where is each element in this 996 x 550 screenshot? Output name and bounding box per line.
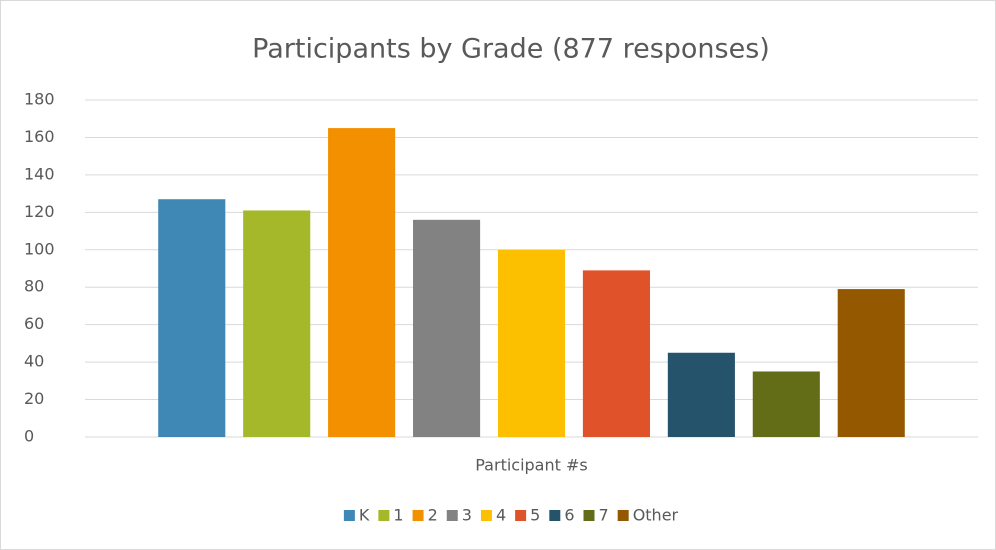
legend-label: 3 (462, 506, 472, 525)
legend-swatch (583, 510, 595, 521)
legend-label: 4 (496, 506, 506, 525)
y-tick-label: 40 (24, 352, 44, 371)
y-tick-label: 60 (24, 314, 44, 333)
legend-label: 6 (564, 506, 574, 525)
y-tick-label: 120 (24, 202, 55, 221)
legend-swatch (480, 510, 492, 521)
y-tick-label: 160 (24, 127, 55, 146)
chart-title: Participants by Grade (877 responses) (252, 34, 770, 65)
legend-swatch (549, 510, 561, 521)
legend-swatch (446, 510, 458, 521)
bar (497, 249, 566, 437)
legend-label: 1 (393, 506, 403, 525)
legend-swatch (515, 510, 527, 521)
y-tick-label: 180 (24, 90, 55, 109)
legend-swatch (378, 510, 390, 521)
bar (582, 270, 650, 437)
y-tick-label: 0 (24, 427, 34, 446)
bar (752, 371, 820, 437)
bar (158, 199, 226, 437)
bar (328, 128, 396, 438)
y-tick-label: 80 (24, 277, 44, 296)
legend-swatch (343, 510, 355, 521)
bar (413, 219, 481, 437)
bar (837, 289, 905, 437)
legend-swatch (617, 510, 629, 521)
y-tick-label: 100 (24, 239, 55, 258)
x-tick-label: Participant #s (475, 456, 587, 475)
bar (667, 352, 735, 437)
legend-swatch (412, 510, 424, 521)
legend-label: K (359, 506, 370, 525)
legend-label: 2 (428, 506, 438, 525)
bar (243, 210, 311, 437)
legend-label: Other (633, 506, 679, 525)
legend-label: 5 (530, 506, 540, 525)
legend-label: 7 (599, 506, 609, 525)
y-tick-label: 20 (24, 389, 44, 408)
y-tick-label: 140 (24, 164, 55, 183)
